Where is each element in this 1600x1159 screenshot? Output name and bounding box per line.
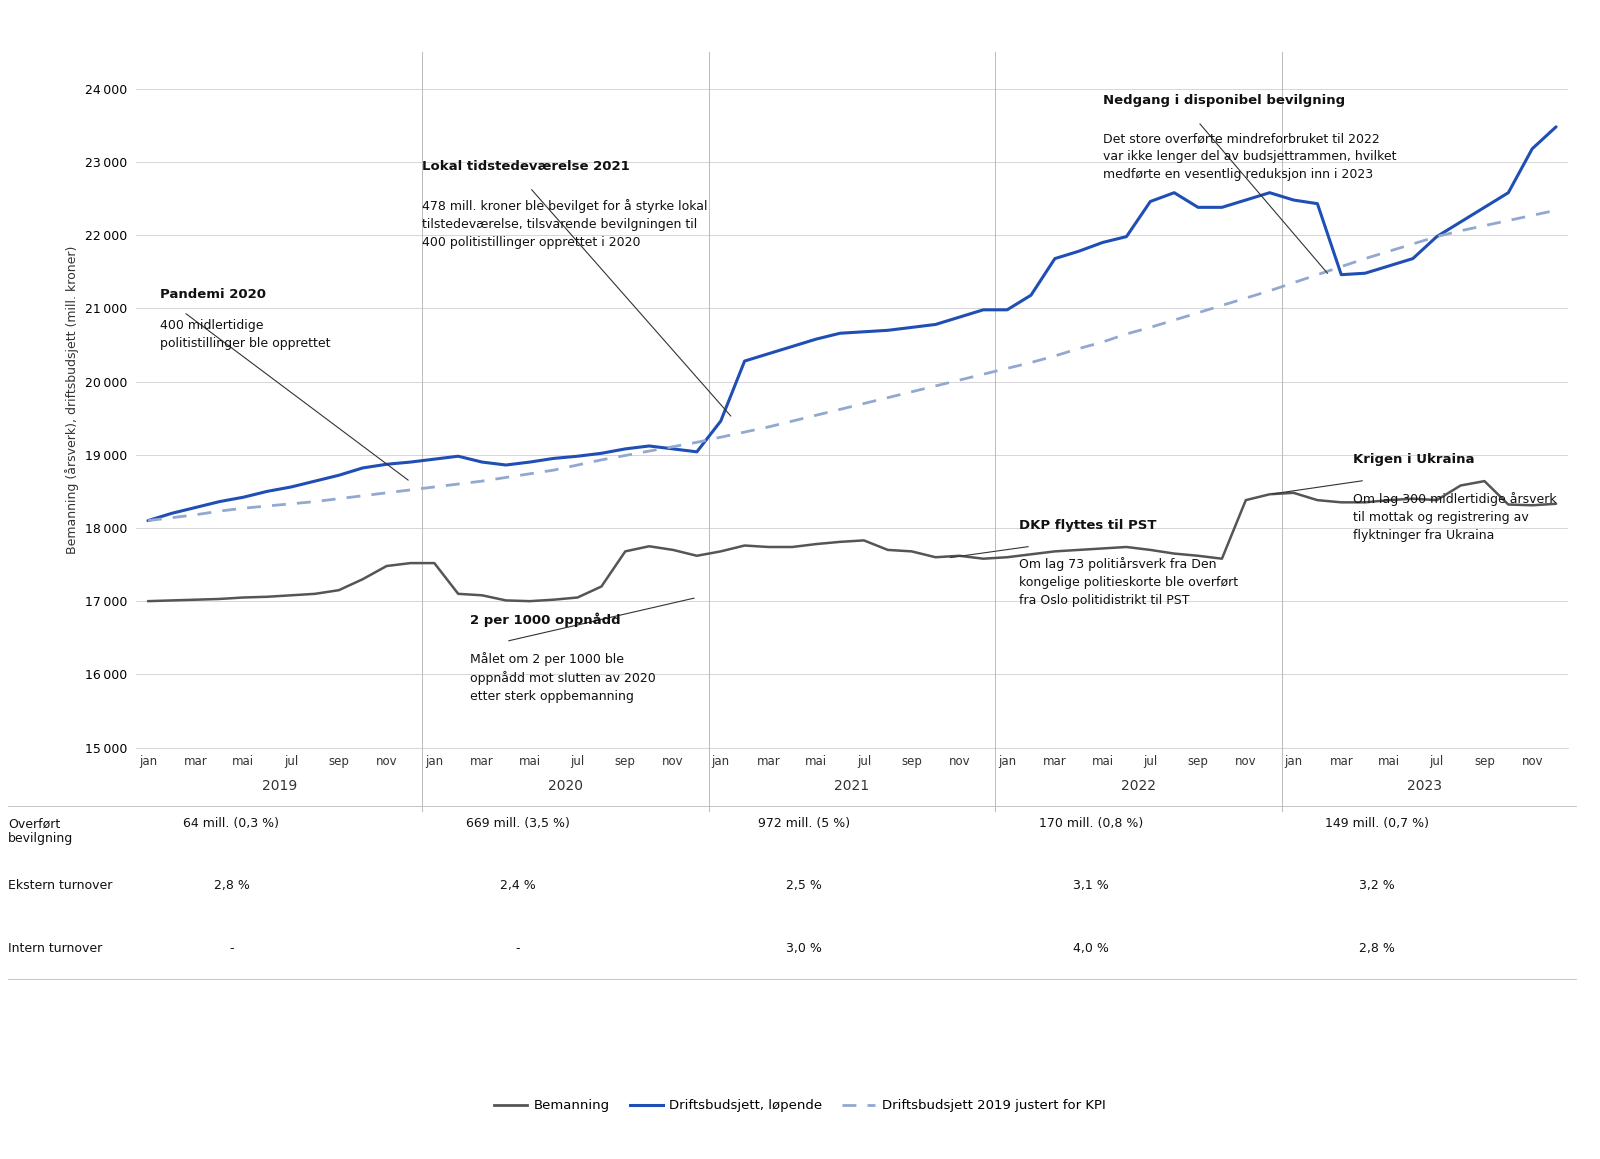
Text: 972 mill. (5 %): 972 mill. (5 %) (758, 817, 850, 830)
Text: 4,0 %: 4,0 % (1072, 942, 1109, 955)
Text: 64 mill. (0,3 %): 64 mill. (0,3 %) (184, 817, 280, 830)
Text: 2021: 2021 (835, 779, 869, 793)
Text: 2020: 2020 (549, 779, 582, 793)
Text: 2019: 2019 (261, 779, 298, 793)
Text: Det store overførte mindreforbruket til 2022
var ikke lenger del av budsjettramm: Det store overførte mindreforbruket til … (1102, 115, 1397, 181)
Text: 478 mill. kroner ble bevilget for å styrke lokal
tilstedeværelse, tilsvarende be: 478 mill. kroner ble bevilget for å styr… (422, 181, 707, 249)
Text: Krigen i Ukraina: Krigen i Ukraina (1354, 453, 1475, 466)
Text: 3,1 %: 3,1 % (1072, 879, 1109, 891)
Text: DKP flyttes til PST: DKP flyttes til PST (1019, 518, 1157, 532)
Text: 3,0 %: 3,0 % (786, 942, 822, 955)
Legend: Bemanning, Driftsbudsjett, løpende, Driftsbudsjett 2019 justert for KPI: Bemanning, Driftsbudsjett, løpende, Drif… (490, 1094, 1110, 1117)
Text: Pandemi 2020: Pandemi 2020 (160, 289, 266, 301)
Text: 2,8 %: 2,8 % (1358, 942, 1395, 955)
Text: 2,4 %: 2,4 % (499, 879, 536, 891)
Text: 2022: 2022 (1122, 779, 1155, 793)
Text: Om lag 300 midlertidige årsverk
til mottak og registrering av
flyktninger fra Uk: Om lag 300 midlertidige årsverk til mott… (1354, 473, 1557, 541)
Text: 2023: 2023 (1408, 779, 1442, 793)
Text: 2 per 1000 oppnådd: 2 per 1000 oppnådd (470, 612, 621, 627)
Text: Nedgang i disponibel bevilgning: Nedgang i disponibel bevilgning (1102, 94, 1344, 107)
Text: 2,8 %: 2,8 % (213, 879, 250, 891)
Text: Om lag 73 politiårsverk fra Den
kongelige politieskorte ble overført
fra Oslo po: Om lag 73 politiårsverk fra Den kongelig… (1019, 539, 1238, 607)
Text: 400 midlertidige
politistillinger ble opprettet: 400 midlertidige politistillinger ble op… (160, 301, 330, 350)
Text: 3,2 %: 3,2 % (1358, 879, 1395, 891)
Text: -: - (229, 942, 234, 955)
Text: 669 mill. (3,5 %): 669 mill. (3,5 %) (466, 817, 570, 830)
Y-axis label: Bemanning (årsverk), driftsbudsjett (mill. kroner): Bemanning (årsverk), driftsbudsjett (mil… (66, 246, 78, 554)
Text: 170 mill. (0,8 %): 170 mill. (0,8 %) (1038, 817, 1142, 830)
Text: 149 mill. (0,7 %): 149 mill. (0,7 %) (1325, 817, 1429, 830)
Text: Overført
bevilgning: Overført bevilgning (8, 817, 74, 845)
Text: -: - (515, 942, 520, 955)
Text: Ekstern turnover: Ekstern turnover (8, 879, 112, 891)
Text: 2,5 %: 2,5 % (786, 879, 822, 891)
Text: Målet om 2 per 1000 ble
oppnådd mot slutten av 2020
etter sterk oppbemanning: Målet om 2 per 1000 ble oppnådd mot slut… (470, 633, 656, 704)
Text: Intern turnover: Intern turnover (8, 942, 102, 955)
Text: Lokal tidstedeværelse 2021: Lokal tidstedeværelse 2021 (422, 160, 630, 173)
